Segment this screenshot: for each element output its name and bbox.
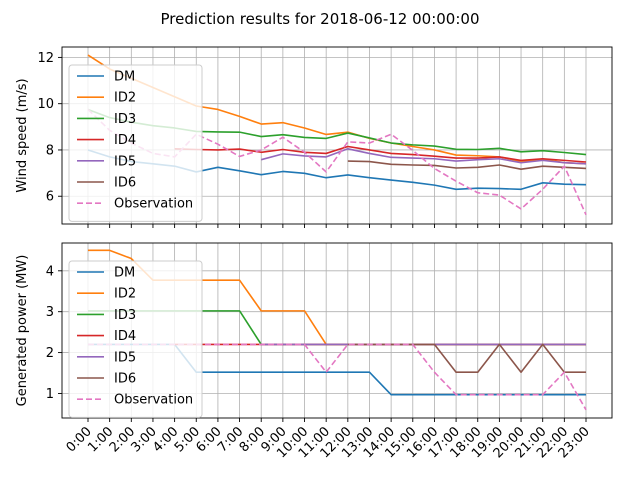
y-axis-label: Wind speed (m/s) bbox=[15, 78, 30, 192]
series-line-observation bbox=[87, 108, 587, 216]
y-tick-label: 4 bbox=[46, 264, 54, 279]
axes-frame bbox=[61, 242, 613, 419]
legend-label: ID3 bbox=[114, 112, 136, 127]
legend-label: Observation bbox=[114, 197, 193, 212]
y-tick-label: 3 bbox=[46, 305, 54, 320]
legend-label: ID5 bbox=[114, 154, 136, 169]
wind-speed-panel: 6 8 10 12 Wind speed (m/s) DM ID2 ID3 ID4 ID5 ID6 O… bbox=[15, 46, 613, 228]
legend-label: ID6 bbox=[114, 372, 136, 387]
legend-label: ID5 bbox=[114, 350, 136, 365]
legend-label: ID2 bbox=[114, 287, 136, 302]
series-line-id6 bbox=[347, 160, 587, 170]
y-tick-label: 1 bbox=[46, 387, 54, 402]
y-tick-label: 2 bbox=[46, 346, 54, 361]
y-tick-label: 8 bbox=[46, 143, 54, 158]
y-tick-label: 12 bbox=[37, 51, 54, 66]
legend-label: DM bbox=[114, 70, 135, 85]
legend: DM ID2 ID3 ID4 ID5 ID6 Observation bbox=[68, 64, 203, 222]
legend-label: ID2 bbox=[114, 91, 136, 106]
legend-label: ID3 bbox=[114, 308, 136, 323]
series-line-id6 bbox=[347, 343, 586, 374]
y-tick-label: 10 bbox=[37, 97, 54, 112]
y-axis-label: Generated power (MW) bbox=[15, 255, 30, 407]
generated-power-panel: 12340:001:002:003:004:005:006:007:008:00… bbox=[15, 242, 613, 461]
axes-frame bbox=[61, 46, 613, 225]
legend-label: ID4 bbox=[114, 133, 136, 148]
legend-label: Observation bbox=[114, 393, 193, 408]
legend-label: ID6 bbox=[114, 176, 136, 191]
legend-label: DM bbox=[114, 266, 135, 281]
y-tick-label: 6 bbox=[46, 190, 54, 205]
series-line-id4 bbox=[174, 145, 587, 163]
legend-label: ID4 bbox=[114, 329, 136, 344]
legend: DM ID2 ID3 ID4 ID5 ID6 Observation bbox=[68, 260, 203, 418]
chart-title: Prediction results for 2018-06-12 00:00:… bbox=[160, 10, 479, 28]
